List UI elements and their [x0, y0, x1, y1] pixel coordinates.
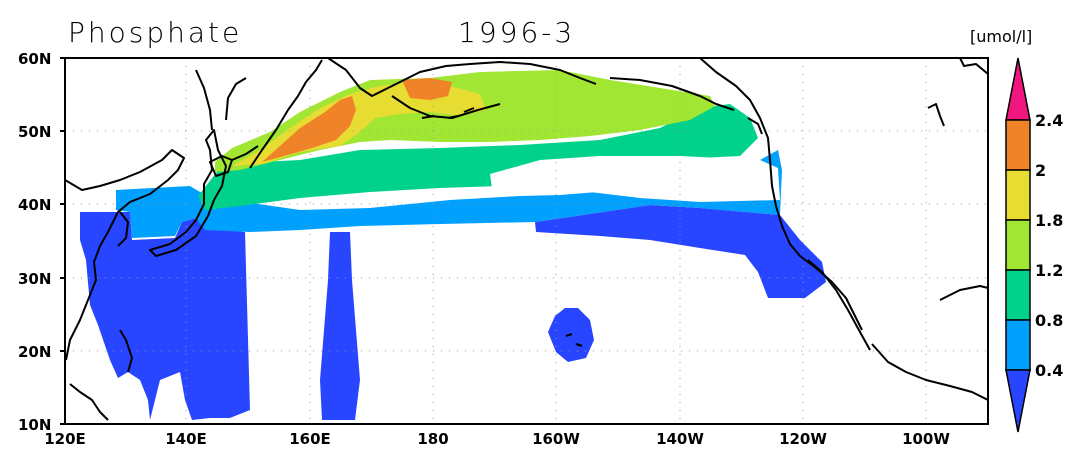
- lon-tick-100w: 100W: [902, 430, 950, 448]
- colorbar-label-1.8: 1.8: [1035, 211, 1063, 230]
- field-0.8: [116, 150, 782, 238]
- gridlines: [65, 58, 988, 424]
- map-period: 1996-3: [458, 16, 575, 49]
- colorbar-1.2-0.8: [1005, 269, 1031, 321]
- field-low-east: [535, 205, 826, 298]
- field-low-dateline: [320, 232, 360, 420]
- field-1.8: [215, 70, 715, 172]
- colorbar-over-triangle: [1005, 57, 1031, 121]
- lat-tick-30n: 30N: [18, 270, 51, 288]
- map-title: Phosphate: [68, 16, 242, 49]
- units-label: [umol/l]: [970, 27, 1032, 46]
- lon-tick-160w: 160W: [532, 430, 580, 448]
- colorbar-label-2.4: 2.4: [1035, 111, 1063, 130]
- field-2.4-north: [402, 78, 452, 100]
- lat-tick-40n: 40N: [18, 196, 51, 214]
- lat-tick-60n: 60N: [18, 50, 51, 68]
- colorbar-1.8-1.2: [1005, 219, 1031, 271]
- field-1.2: [198, 104, 758, 210]
- colorbar-under-triangle: [1005, 369, 1031, 433]
- colorbar-label-2: 2: [1035, 161, 1046, 180]
- colorbar-2.4-2: [1005, 119, 1031, 171]
- colorbar: [1005, 57, 1031, 433]
- field-gap: [490, 156, 780, 202]
- colorbar-label-0.4: 0.4: [1035, 361, 1063, 380]
- phosphate-field: [80, 70, 826, 420]
- lat-tick-10n: 10N: [18, 416, 51, 434]
- map-panel: [64, 57, 989, 425]
- lat-tick-50n: 50N: [18, 123, 51, 141]
- lat-axis: 60N 50N 40N 30N 20N 10N: [18, 50, 65, 434]
- lon-axis: 120E 140E 160E 180 160W 140W 120W 100W: [44, 430, 950, 448]
- colorbar-2-1.8: [1005, 169, 1031, 221]
- lon-tick-160e: 160E: [289, 430, 331, 448]
- lon-tick-120e: 120E: [44, 430, 86, 448]
- lon-tick-140e: 140E: [165, 430, 207, 448]
- lat-tick-20n: 20N: [18, 343, 51, 361]
- field-2.4: [262, 96, 356, 162]
- coastlines: [64, 57, 989, 421]
- field-low-west: [80, 212, 250, 420]
- colorbar-label-0.8: 0.8: [1035, 311, 1063, 330]
- colorbar-labels: 2.4 2 1.8 1.2 0.8 0.4: [1035, 111, 1063, 380]
- lon-tick-120w: 120W: [779, 430, 827, 448]
- colorbar-label-1.2: 1.2: [1035, 261, 1063, 280]
- colorbar-0.8-0.4: [1005, 319, 1031, 371]
- lon-tick-180: 180: [417, 430, 448, 448]
- lon-tick-140w: 140W: [656, 430, 704, 448]
- map-frame: [64, 57, 989, 425]
